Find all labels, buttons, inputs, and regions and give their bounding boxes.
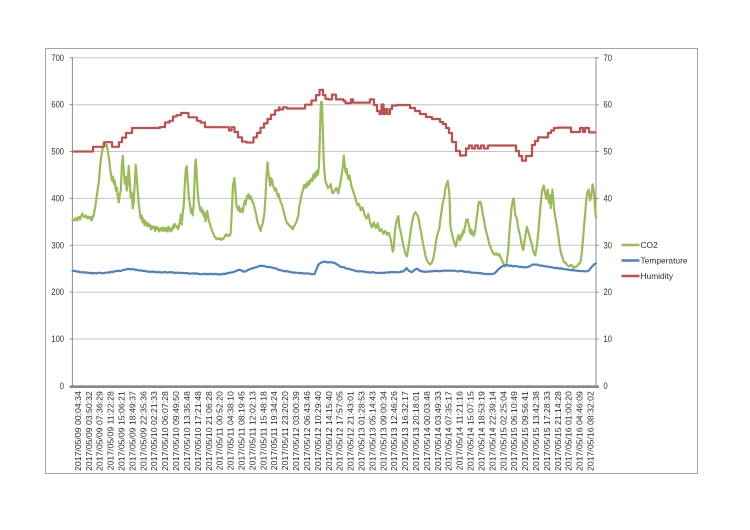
svg-text:70: 70 [604,53,612,63]
svg-text:2017/05/13 05:14:43: 2017/05/13 05:14:43 [367,391,377,471]
svg-text:300: 300 [51,240,64,250]
svg-text:2017/05/14 07:35:17: 2017/05/14 07:35:17 [444,391,454,471]
svg-text:2017/05/12 10:29:40: 2017/05/12 10:29:40 [313,391,323,471]
svg-text:2017/05/10 21:06:28: 2017/05/10 21:06:28 [204,391,214,471]
svg-text:60: 60 [604,100,612,110]
svg-text:2017/05/14 22:39:14: 2017/05/14 22:39:14 [487,391,497,471]
svg-text:2017/05/12 21:43:01: 2017/05/12 21:43:01 [346,391,356,471]
svg-text:2017/05/11 08:19:45: 2017/05/11 08:19:45 [236,391,246,470]
svg-text:2017/05/16 01:00:20: 2017/05/16 01:00:20 [564,391,574,471]
svg-text:2017/05/15 06:10:49: 2017/05/15 06:10:49 [509,391,519,471]
svg-text:600: 600 [51,100,64,110]
svg-text:2017/05/09 15:06:21: 2017/05/09 15:06:21 [116,391,126,471]
svg-text:2017/05/11 19:34:24: 2017/05/11 19:34:24 [269,391,279,470]
svg-text:2017/05/14 11:21:16: 2017/05/14 11:21:16 [455,391,465,470]
svg-text:2017/05/13 12:46:26: 2017/05/13 12:46:26 [389,391,399,471]
svg-text:700: 700 [51,53,64,63]
svg-text:Humidity: Humidity [641,271,674,281]
svg-text:10: 10 [604,334,612,344]
svg-text:2017/05/16 08:32:02: 2017/05/16 08:32:02 [586,391,596,471]
svg-text:2017/05/12 03:00:39: 2017/05/12 03:00:39 [291,391,301,471]
svg-text:2017/05/09 11:22:28: 2017/05/09 11:22:28 [106,391,116,470]
svg-text:2017/05/12 17:57:05: 2017/05/12 17:57:05 [335,391,345,471]
svg-text:2017/05/12 14:15:40: 2017/05/12 14:15:40 [324,391,334,471]
svg-text:2017/05/11 04:38:10: 2017/05/11 04:38:10 [226,391,236,470]
svg-text:2017/05/15 09:56:41: 2017/05/15 09:56:41 [520,391,530,471]
svg-text:2017/05/15 02:25:04: 2017/05/15 02:25:04 [498,391,508,471]
svg-text:40: 40 [604,193,612,203]
svg-text:2017/05/09 00:04:34: 2017/05/09 00:04:34 [73,391,83,471]
svg-text:CO2: CO2 [641,240,659,250]
svg-text:50: 50 [604,147,612,157]
svg-text:2017/05/09 18:49:37: 2017/05/09 18:49:37 [127,391,137,471]
svg-text:Temperature: Temperature [641,256,688,266]
svg-text:500: 500 [51,147,64,157]
svg-text:2017/05/13 16:32:17: 2017/05/13 16:32:17 [400,391,410,471]
svg-text:2017/05/14 00:03:48: 2017/05/14 00:03:48 [422,391,432,471]
svg-text:2017/05/11 12:02:13: 2017/05/11 12:02:13 [247,391,257,470]
svg-text:2017/05/15 17:28:33: 2017/05/15 17:28:33 [542,391,552,471]
svg-text:2017/05/14 15:07:15: 2017/05/14 15:07:15 [466,391,476,471]
svg-text:30: 30 [604,240,612,250]
svg-text:2017/05/13 09:00:34: 2017/05/13 09:00:34 [378,391,388,471]
svg-text:2017/05/13 20:18:01: 2017/05/13 20:18:01 [411,391,421,471]
svg-text:2017/05/10 17:21:48: 2017/05/10 17:21:48 [193,391,203,471]
svg-text:2017/05/10 13:35:48: 2017/05/10 13:35:48 [182,391,192,471]
svg-text:2017/05/13 01:28:53: 2017/05/13 01:28:53 [356,391,366,471]
svg-text:2017/05/11 00:52:20: 2017/05/11 00:52:20 [215,391,225,470]
svg-text:2017/05/09 07:36:29: 2017/05/09 07:36:29 [95,391,105,471]
svg-text:20: 20 [604,287,612,297]
svg-text:2017/05/15 13:42:38: 2017/05/15 13:42:38 [531,391,541,471]
svg-text:2017/05/10 02:21:33: 2017/05/10 02:21:33 [149,391,159,471]
svg-text:2017/05/12 06:43:46: 2017/05/12 06:43:46 [302,391,312,471]
svg-text:2017/05/11 23:20:20: 2017/05/11 23:20:20 [280,391,290,470]
svg-text:2017/05/15 21:14:28: 2017/05/15 21:14:28 [553,391,563,471]
svg-text:2017/05/14 18:53:19: 2017/05/14 18:53:19 [476,391,486,471]
svg-text:0: 0 [604,381,608,391]
svg-text:2017/05/11 15:48:18: 2017/05/11 15:48:18 [258,391,268,470]
svg-text:2017/05/10 09:49:50: 2017/05/10 09:49:50 [171,391,181,471]
svg-text:200: 200 [51,287,64,297]
svg-text:0: 0 [60,381,64,391]
svg-text:2017/05/09 03:50:32: 2017/05/09 03:50:32 [84,391,94,471]
svg-text:2017/05/16 04:46:09: 2017/05/16 04:46:09 [575,391,585,471]
svg-text:2017/05/14 03:49:33: 2017/05/14 03:49:33 [433,391,443,471]
svg-text:2017/05/09 22:35:36: 2017/05/09 22:35:36 [138,391,148,471]
svg-text:400: 400 [51,193,64,203]
svg-text:100: 100 [51,334,64,344]
svg-text:2017/05/10 06:07:28: 2017/05/10 06:07:28 [160,391,170,471]
